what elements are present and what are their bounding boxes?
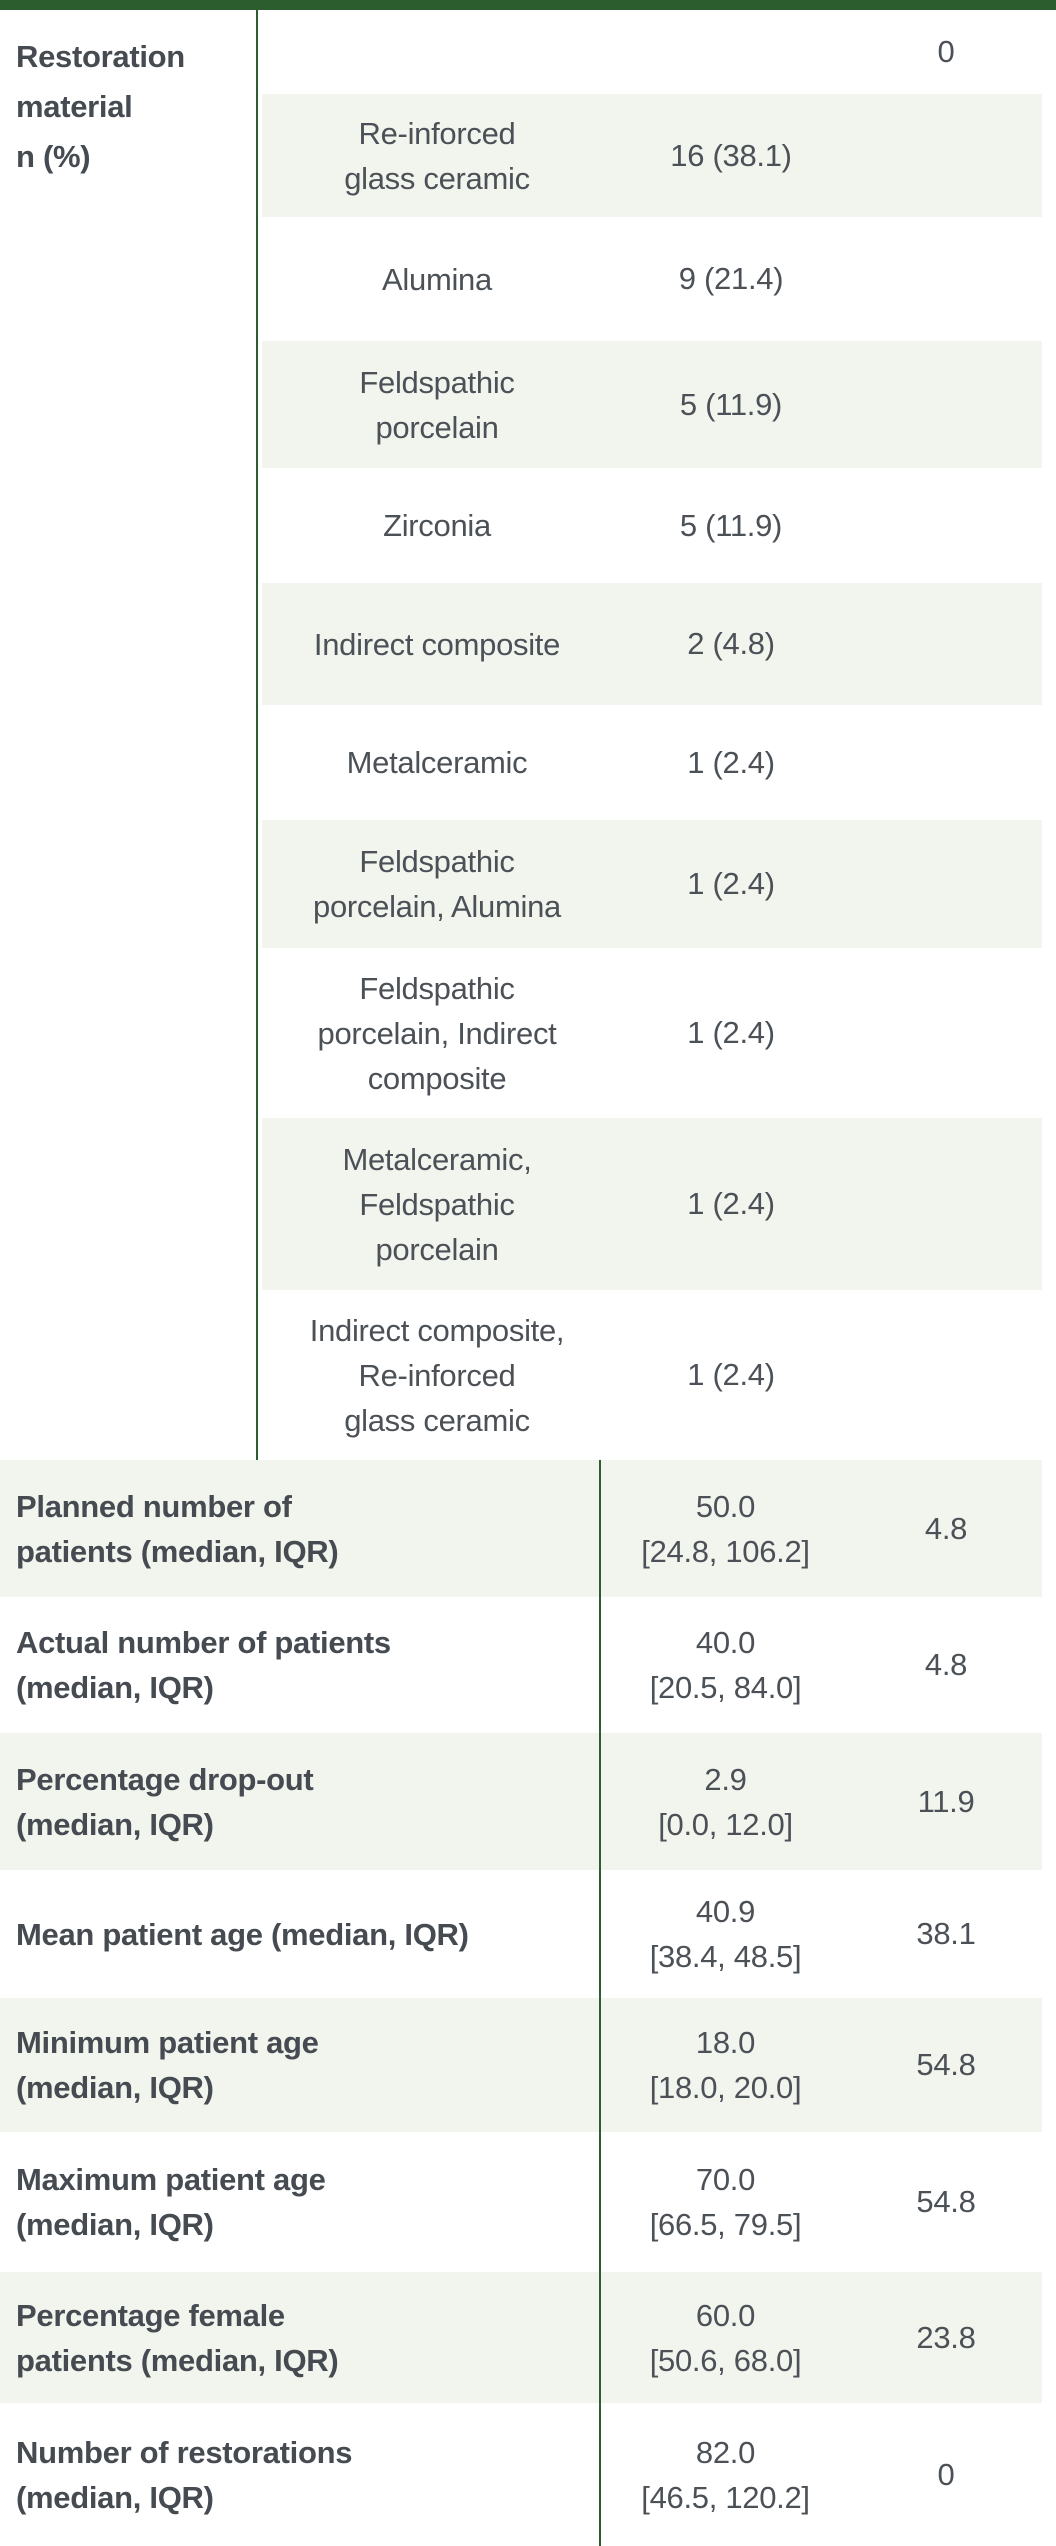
stat-extra-cell: 4.8: [924, 1510, 968, 1546]
stat-value-cell: 50.0 [24.8, 106.2]: [599, 1460, 850, 1597]
stat-value-cell: 60.0 [50.6, 68.0]: [599, 2272, 850, 2403]
table-row: Alumina 9 (21.4): [262, 217, 1042, 341]
stat-extra-cell: 23.8: [916, 2319, 976, 2355]
table-row: Indirect composite, Re-inforced glass ce…: [262, 1290, 1042, 1460]
table-row: Metalceramic, Feldspathic porcelain 1 (2…: [262, 1118, 1042, 1290]
row-group-header: Restoration material n (%): [16, 39, 185, 174]
table-row: Minimum patient age (median, IQR) 18.0 […: [0, 1998, 1042, 2132]
table-row: Percentage drop-out (median, IQR) 2.9 [0…: [0, 1733, 1042, 1870]
material-cell: Metalceramic, Feldspathic porcelain: [342, 1141, 532, 1267]
count-cell: 1 (2.4): [687, 744, 775, 780]
stat-label-cell: Maximum patient age (median, IQR): [16, 2162, 326, 2242]
stat-label-cell: Percentage female patients (median, IQR): [16, 2297, 339, 2378]
stat-extra-cell: 54.8: [916, 2184, 976, 2219]
stat-label-cell: Mean patient age (median, IQR): [16, 1916, 469, 1952]
table-row: 0: [262, 10, 1042, 94]
stat-label-cell: Percentage drop-out (median, IQR): [16, 1761, 314, 1842]
material-cell: Feldspathic porcelain, Indirect composit…: [317, 970, 557, 1096]
count-cell: 9 (21.4): [678, 261, 784, 296]
stat-value-cell: 2.9 [0.0, 12.0]: [599, 1733, 850, 1870]
count-cell: 1 (2.4): [687, 1015, 775, 1050]
table-row: Feldspathic porcelain 5 (11.9): [262, 341, 1042, 468]
stat-label-cell: Actual number of patients (median, IQR): [16, 1625, 391, 1705]
material-cell: Indirect composite, Re-inforced glass ce…: [309, 1312, 565, 1438]
table-row: Indirect composite 2 (4.8): [262, 583, 1042, 705]
count-cell: 16 (38.1): [670, 137, 792, 173]
stat-value-cell: 40.0 [20.5, 84.0]: [599, 1597, 850, 1733]
material-cell: Re-inforced glass ceramic: [344, 115, 530, 196]
material-cell: Zirconia: [383, 508, 491, 543]
table-top-border: [0, 0, 1056, 10]
table-row: Zirconia 5 (11.9): [262, 468, 1042, 583]
table-row: Mean patient age (median, IQR) 40.9 [38.…: [0, 1870, 1042, 1998]
stat-value-cell: 70.0 [66.5, 79.5]: [599, 2132, 850, 2272]
count-cell: 5 (11.9): [679, 386, 783, 422]
table-row: Percentage female patients (median, IQR)…: [0, 2272, 1042, 2403]
column-divider-line: [256, 10, 258, 1460]
material-cell: Alumina: [382, 261, 492, 297]
summary-statistics-section: Planned number of patients (median, IQR)…: [0, 1460, 1056, 2546]
count-cell: 2 (4.8): [687, 626, 775, 661]
count-cell: 1 (2.4): [687, 1357, 775, 1392]
table-row: Number of restorations (median, IQR) 82.…: [0, 2403, 1042, 2546]
stat-extra-cell: 4.8: [924, 1647, 968, 1682]
count-cell: 1 (2.4): [687, 866, 775, 901]
restoration-material-section: Restoration material n (%) 0 Re-inforced…: [0, 10, 1056, 1460]
stat-extra-cell: 54.8: [916, 2047, 976, 2082]
stat-label-cell: Minimum patient age (median, IQR): [16, 2025, 319, 2105]
count-cell: 5 (11.9): [679, 507, 783, 543]
count-cell: 1 (2.4): [687, 1186, 775, 1221]
table-row: Re-inforced glass ceramic 16 (38.1): [262, 94, 1042, 217]
table-row: Actual number of patients (median, IQR) …: [0, 1597, 1042, 1733]
stat-extra-cell: 0: [937, 2456, 955, 2492]
stat-label-cell: Planned number of patients (median, IQR): [16, 1488, 339, 1569]
restoration-material-rows: 0 Re-inforced glass ceramic 16 (38.1) Al…: [262, 10, 1042, 1460]
table-row: Metalceramic 1 (2.4): [262, 705, 1042, 820]
stat-value-cell: 82.0 [46.5, 120.2]: [599, 2403, 850, 2546]
stat-value-cell: 40.9 [38.4, 48.5]: [599, 1870, 850, 1998]
stat-extra-cell: 38.1: [916, 1916, 976, 1951]
stat-label-cell: Number of restorations (median, IQR): [16, 2434, 353, 2515]
table-row: Maximum patient age (median, IQR) 70.0 […: [0, 2132, 1042, 2272]
table-row: Feldspathic porcelain, Indirect composit…: [262, 948, 1042, 1118]
percent-cell: 0: [937, 34, 955, 69]
table-row: Feldspathic porcelain, Alumina 1 (2.4): [262, 820, 1042, 948]
table-row: Planned number of patients (median, IQR)…: [0, 1460, 1042, 1597]
material-cell: Feldspathic porcelain: [359, 364, 515, 445]
stat-value-cell: 18.0 [18.0, 20.0]: [599, 1998, 850, 2132]
stat-extra-cell: 11.9: [917, 1783, 975, 1819]
material-cell: Feldspathic porcelain, Alumina: [313, 844, 561, 924]
material-cell: Metalceramic: [346, 745, 528, 780]
material-cell: Indirect composite: [313, 626, 561, 662]
